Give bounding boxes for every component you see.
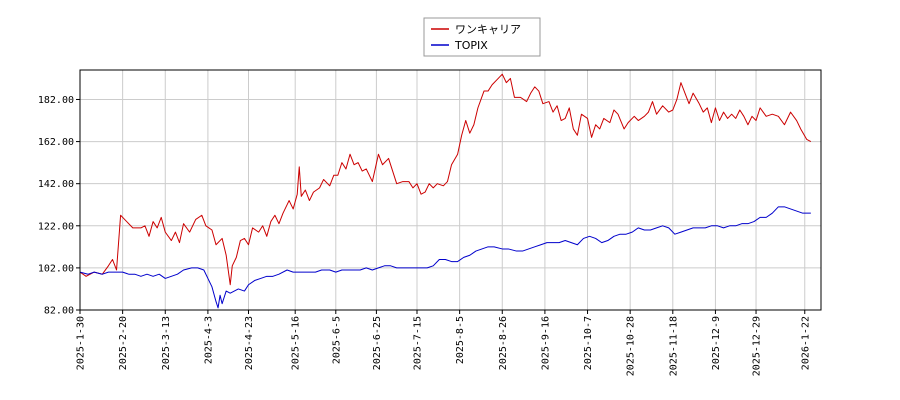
x-tick-label: 2025-4-3 (203, 316, 214, 364)
y-tick-label: 82.00 (44, 306, 74, 317)
x-tick-label: 2025-6-25 (372, 316, 383, 370)
x-tick-label: 2025-4-23 (244, 316, 255, 370)
y-tick-label: 122.00 (38, 221, 74, 232)
legend-box (423, 17, 541, 57)
x-tick-label: 2025-9-16 (540, 316, 551, 370)
series-lines (79, 73, 812, 309)
x-tick-label: 2025-8-26 (498, 316, 509, 370)
axis-ticks: 82.00 102.00 122.00 142.00 162.00 182.00 2025-… (38, 95, 811, 376)
y-tick-label: 142.00 (38, 179, 74, 190)
x-tick-label: 2025-12-29 (752, 316, 763, 376)
series-line-0 (79, 73, 812, 286)
x-tick-label: 2025-6-5 (331, 316, 342, 364)
x-tick-label: 2025-2-20 (118, 316, 129, 370)
plot-area-frame (79, 69, 822, 311)
gridlines (79, 70, 821, 311)
x-tick-label: 2025-8-5 (455, 316, 466, 364)
x-tick-label: 2025-11-18 (668, 316, 679, 376)
y-tick-label: 162.00 (38, 137, 74, 148)
x-tick-label: 2025-3-13 (161, 316, 172, 370)
x-tick-label: 2025-10-7 (583, 316, 594, 370)
x-tick-label: 2025-10-28 (626, 316, 637, 376)
y-tick-label: 182.00 (38, 95, 74, 106)
x-tick-label: 2025-1-30 (76, 316, 87, 370)
x-tick-label: 2025-7-15 (413, 316, 424, 370)
y-tick-label: 102.00 (38, 263, 74, 274)
x-tick-label: 2025-12-9 (711, 316, 722, 370)
legend: ワンキャリア TOPIX (423, 17, 541, 57)
x-tick-label: 2025-5-16 (291, 316, 302, 370)
series-line-1 (79, 206, 811, 309)
legend-label-series-1: TOPIX (454, 39, 488, 52)
legend-label-series-0: ワンキャリア (455, 23, 521, 36)
x-tick-label: 2026-1-22 (800, 316, 811, 370)
